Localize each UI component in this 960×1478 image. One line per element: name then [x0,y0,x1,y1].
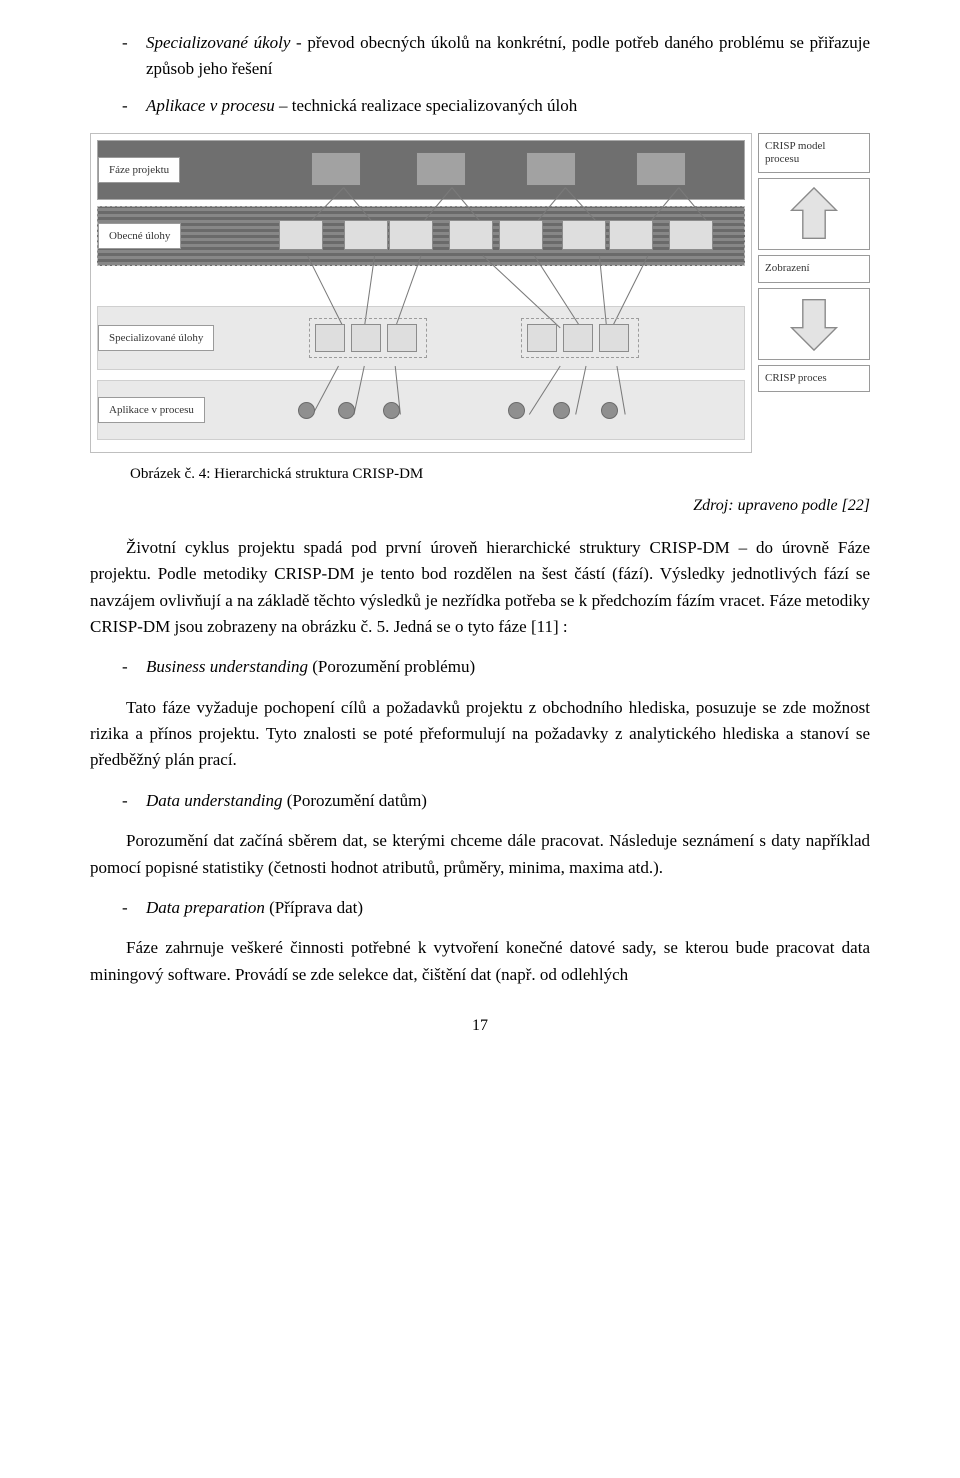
row-label-faze: Fáze projektu [98,157,180,184]
node-obecne-6 [562,220,606,250]
side-arrow-up [758,178,870,250]
paragraph-data-u: Porozumění dat začíná sběrem dat, se kte… [90,828,870,881]
bullet-business: Business understanding (Porozumění probl… [90,654,870,680]
node-obecne-4 [449,220,493,250]
figure-caption: Obrázek č. 4: Hierarchická struktura CRI… [90,463,870,486]
node-apl-2 [338,402,355,419]
paragraph-business: Tato fáze vyžaduje pochopení cílů a poža… [90,695,870,774]
node-spec-4 [527,324,557,352]
node-apl-6 [601,402,618,419]
paragraph-lifecycle: Životní cyklus projektu spadá pod první … [90,535,870,640]
bullet-spec-ukoly: Specializované úkoly - převod obecných ú… [122,30,870,83]
node-faze-1 [311,152,361,186]
side-label-bottom: CRISP proces [758,365,870,392]
node-spec-6 [599,324,629,352]
node-obecne-5 [499,220,543,250]
node-obecne-8 [669,220,713,250]
node-obecne-3 [389,220,433,250]
node-obecne-7 [609,220,653,250]
bullet-business-understanding: Business understanding (Porozumění probl… [122,654,870,680]
node-apl-5 [553,402,570,419]
node-apl-3 [383,402,400,419]
page-number: 17 [90,1014,870,1039]
node-spec-5 [563,324,593,352]
node-faze-3 [526,152,576,186]
bullet-aplikace: Aplikace v procesu – technická realizace… [122,93,870,119]
term: Specializované úkoly [146,33,290,52]
node-spec-3 [387,324,417,352]
term: Aplikace v procesu [146,96,275,115]
node-apl-4 [508,402,525,419]
figure-source: Zdroj: upraveno podle [22] [90,494,870,519]
side-label-mid: Zobrazení [758,255,870,282]
node-apl-1 [298,402,315,419]
arrow-down-icon [786,293,842,355]
node-obecne-1 [279,220,323,250]
node-spec-2 [351,324,381,352]
row-label-apl: Aplikace v procesu [98,397,205,424]
bullet-data-preparation: Data preparation (Příprava dat) [122,895,870,921]
bullet-data-p: Data preparation (Příprava dat) [90,895,870,921]
node-faze-4 [636,152,686,186]
node-spec-1 [315,324,345,352]
node-faze-2 [416,152,466,186]
diagram-side: CRISP model procesu Zobrazení CRISP proc… [758,133,870,453]
node-obecne-2 [344,220,388,250]
bullet-data-u: Data understanding (Porozumění datům) [90,788,870,814]
intro-bullets: Specializované úkoly - převod obecných ú… [90,30,870,119]
row-label-spec: Specializované úlohy [98,325,214,352]
row-label-obecne: Obecné úlohy [98,223,181,250]
arrow-up-icon [786,183,842,245]
crisp-diagram: Fáze projektu Obecné úlohy Specializovan… [90,133,870,453]
side-label-top: CRISP model procesu [758,133,870,173]
bullet-data-understanding: Data understanding (Porozumění datům) [122,788,870,814]
diagram-main: Fáze projektu Obecné úlohy Specializovan… [90,133,752,453]
side-arrow-down [758,288,870,360]
paragraph-data-p: Fáze zahrnuje veškeré činnosti potřebné … [90,935,870,988]
